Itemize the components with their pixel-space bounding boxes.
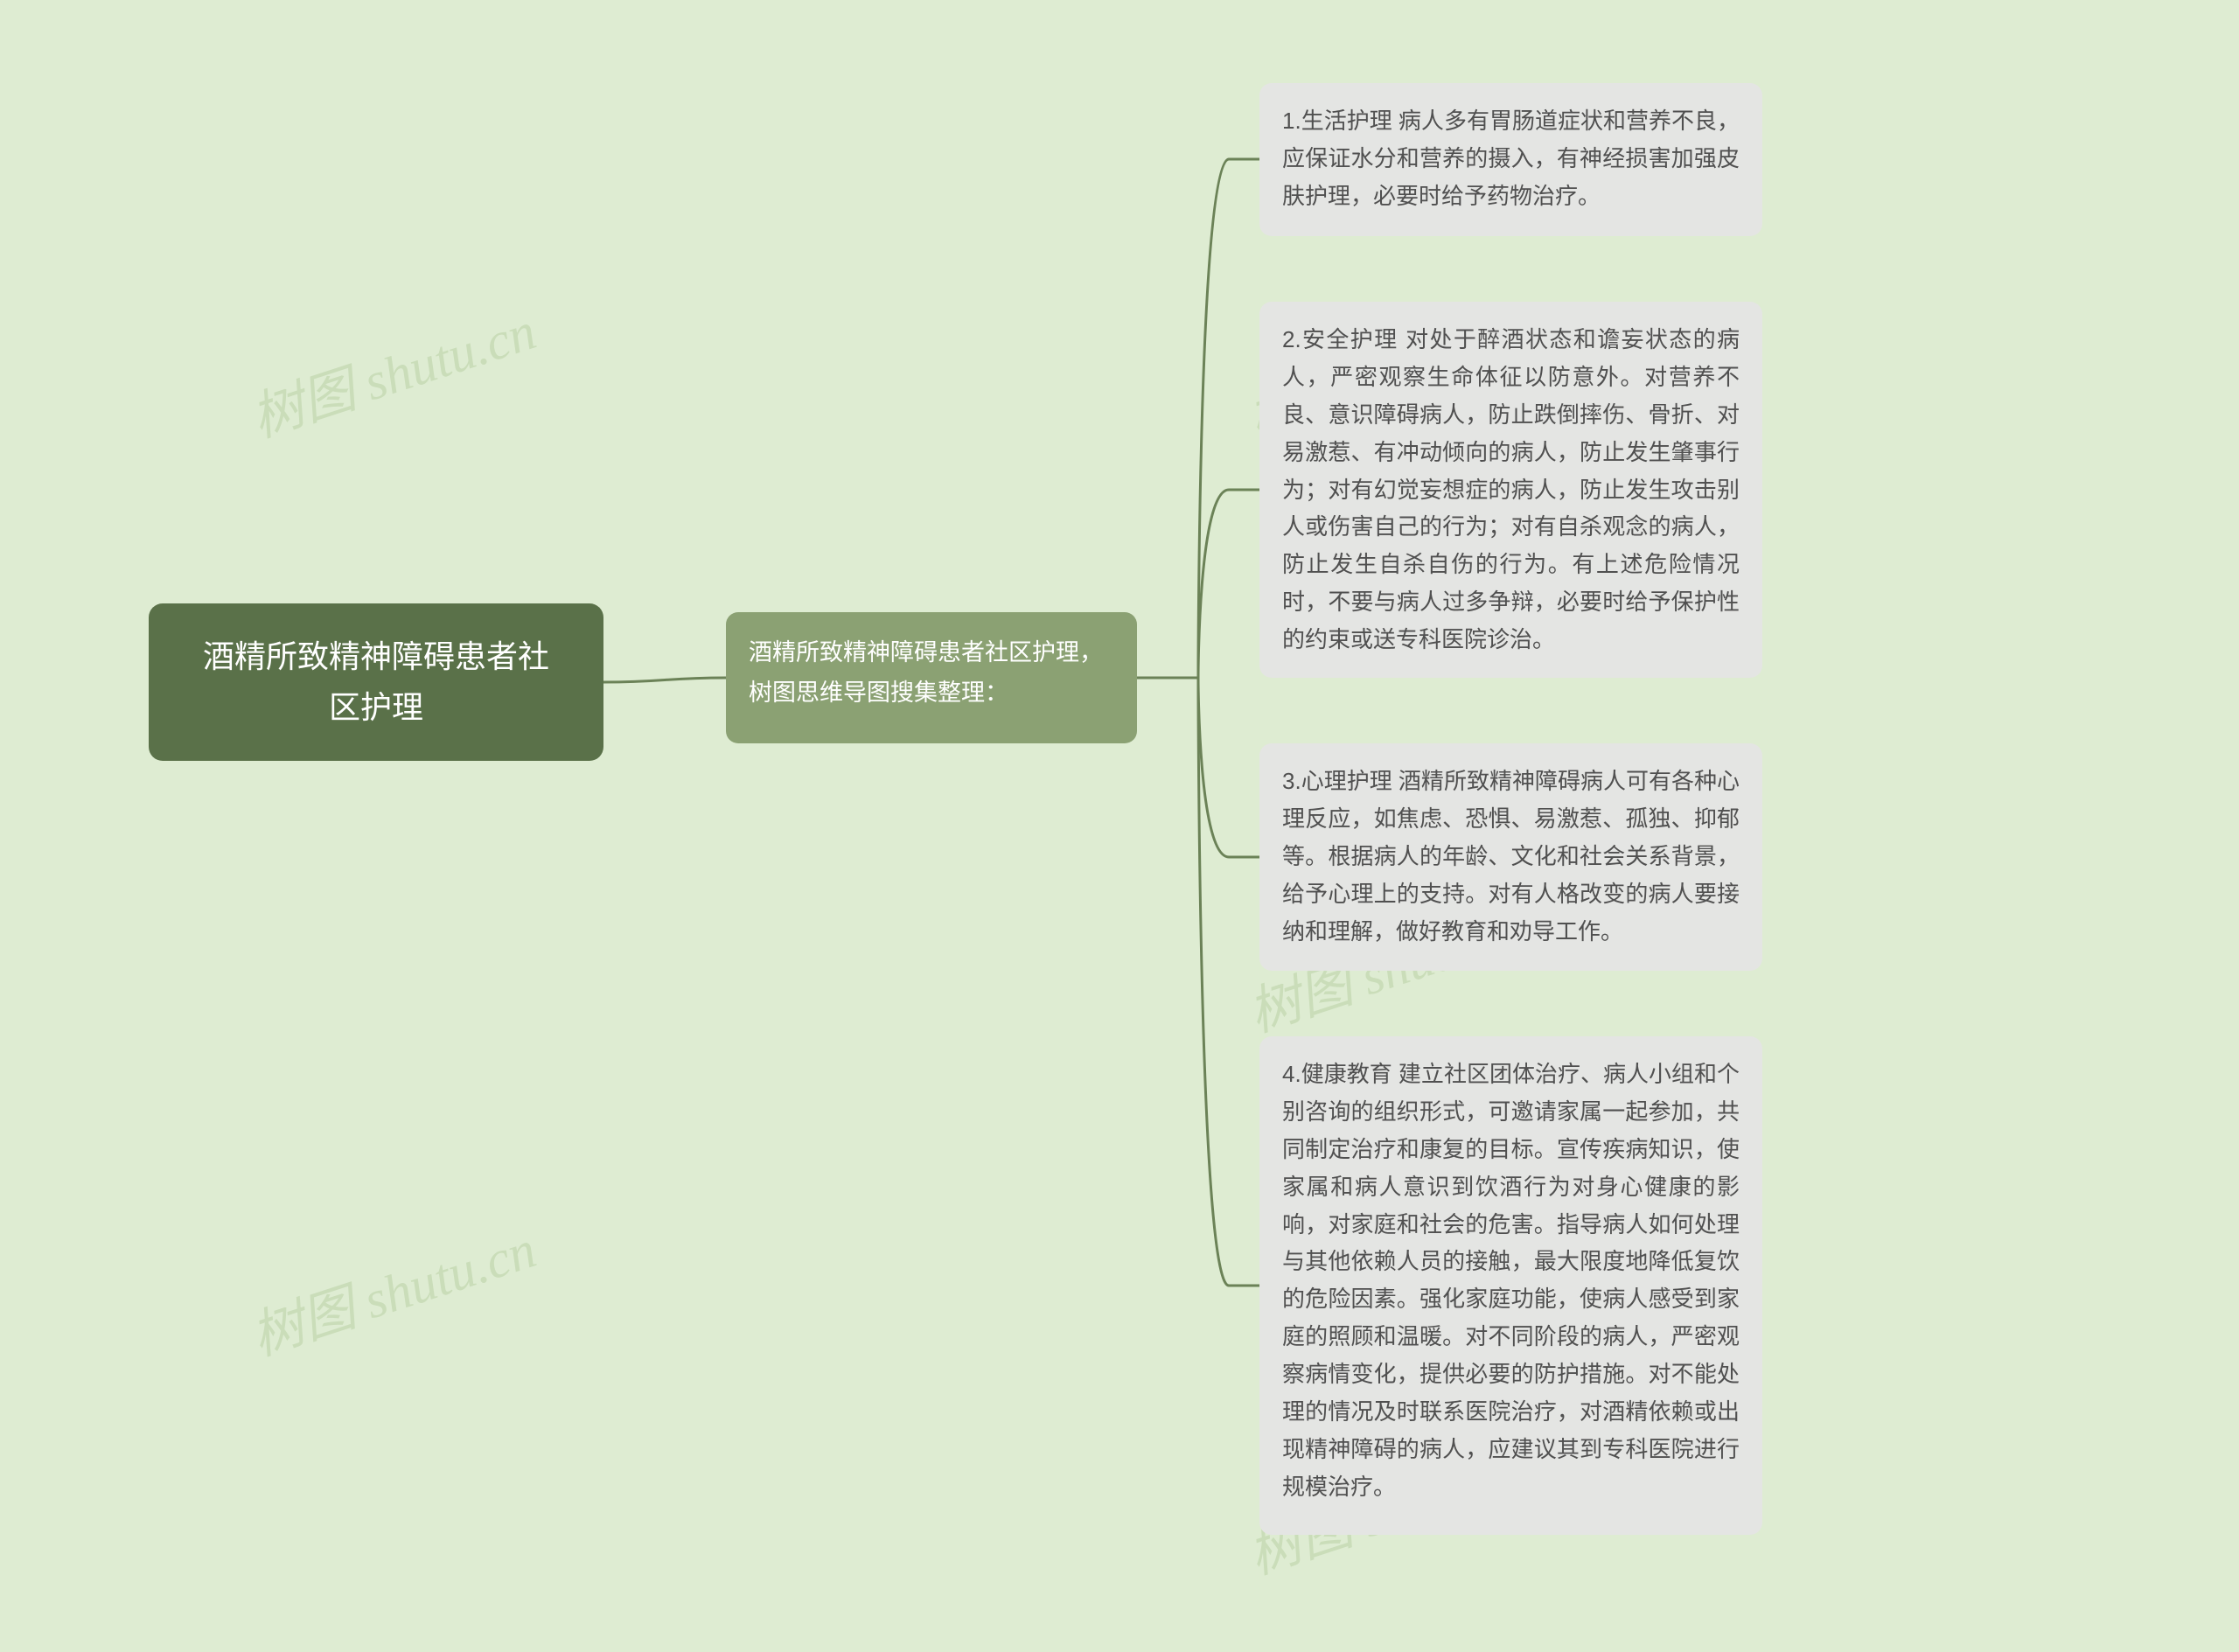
leaf-node-4[interactable]: 4.健康教育 建立社区团体治疗、病人小组和个别咨询的组织形式，可邀请家属一起参加… bbox=[1259, 1036, 1762, 1535]
root-text-line1: 酒精所致精神障碍患者社 bbox=[203, 631, 549, 682]
watermark: 树图 shutu.cn bbox=[241, 1207, 544, 1370]
mid-text-line2: 树图思维导图搜集整理： bbox=[749, 673, 1114, 714]
leaf-text: 2.安全护理 对处于醉酒状态和谵妄状态的病人，严密观察生命体征以防意外。对营养不… bbox=[1282, 326, 1740, 652]
mid-node[interactable]: 酒精所致精神障碍患者社区护理， 树图思维导图搜集整理： bbox=[726, 612, 1137, 743]
connectors bbox=[0, 0, 2239, 1652]
leaf-text: 3.心理护理 酒精所致精神障碍病人可有各种心理反应，如焦虑、恐惧、易激惹、孤独、… bbox=[1282, 768, 1740, 944]
leaf-text: 4.健康教育 建立社区团体治疗、病人小组和个别咨询的组织形式，可邀请家属一起参加… bbox=[1282, 1061, 1740, 1500]
leaf-node-2[interactable]: 2.安全护理 对处于醉酒状态和谵妄状态的病人，严密观察生命体征以防意外。对营养不… bbox=[1259, 302, 1762, 678]
leaf-text: 1.生活护理 病人多有胃肠道症状和营养不良，应保证水分和营养的摄入，有神经损害加… bbox=[1282, 108, 1740, 209]
watermark: 树图 shutu.cn bbox=[241, 289, 544, 452]
root-text-line2: 区护理 bbox=[329, 682, 423, 733]
root-node[interactable]: 酒精所致精神障碍患者社 区护理 bbox=[149, 603, 603, 761]
mindmap-canvas: 树图 shutu.cn 树图 shutu.cn 树图 shutu.cn 树图 s… bbox=[0, 0, 2239, 1652]
mid-text-line1: 酒精所致精神障碍患者社区护理， bbox=[749, 633, 1114, 673]
leaf-node-3[interactable]: 3.心理护理 酒精所致精神障碍病人可有各种心理反应，如焦虑、恐惧、易激惹、孤独、… bbox=[1259, 743, 1762, 971]
leaf-node-1[interactable]: 1.生活护理 病人多有胃肠道症状和营养不良，应保证水分和营养的摄入，有神经损害加… bbox=[1259, 83, 1762, 236]
